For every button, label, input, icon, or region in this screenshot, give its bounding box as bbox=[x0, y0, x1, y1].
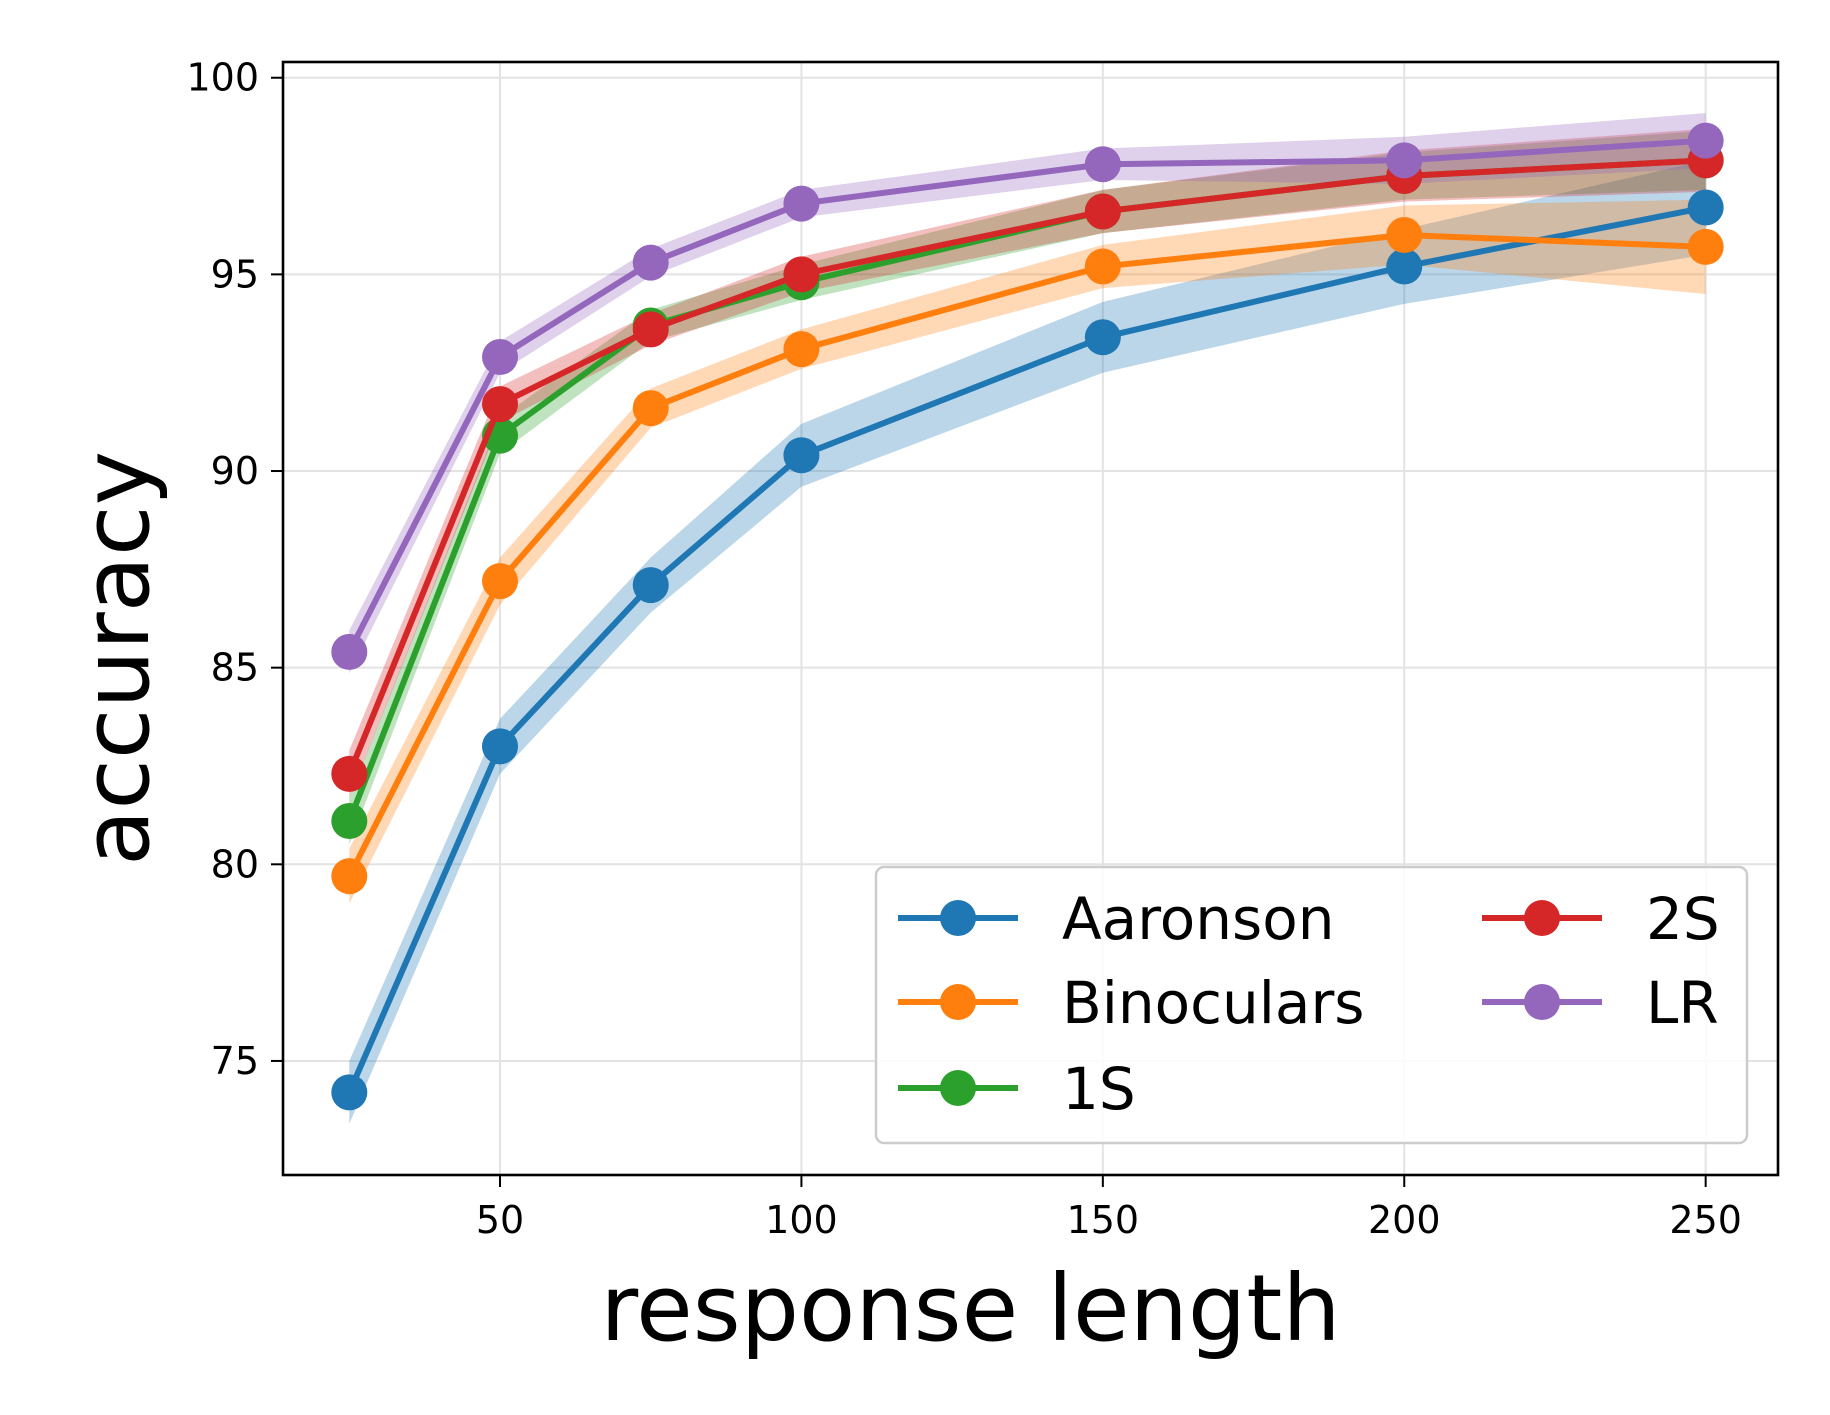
data-point-lr bbox=[1687, 122, 1724, 159]
legend-label-2s: 2S bbox=[1646, 885, 1720, 953]
legend-label-binoculars: Binoculars bbox=[1062, 969, 1365, 1037]
legend-marker-binoculars bbox=[940, 984, 976, 1020]
data-point-lr bbox=[632, 244, 669, 281]
legend-box bbox=[874, 865, 1749, 1145]
band-aaronson bbox=[349, 160, 1706, 1124]
legend-marker-1s bbox=[940, 1070, 976, 1106]
data-point-lr bbox=[1386, 142, 1423, 179]
tick-layer: 50 100 150 200 250 75 80 85 90 95 100 bbox=[186, 56, 1741, 1242]
data-point-aaronson bbox=[632, 567, 669, 604]
band-2s bbox=[349, 128, 1706, 798]
y-tick-label: 90 bbox=[211, 449, 259, 493]
data-point-1s bbox=[331, 803, 368, 840]
y-tick-label: 75 bbox=[211, 1039, 259, 1083]
plot-frame bbox=[281, 60, 1780, 1177]
x-tick-label: 150 bbox=[1067, 1198, 1140, 1242]
x-axis-title: response length bbox=[600, 1255, 1340, 1362]
band-binoculars bbox=[349, 199, 1706, 904]
y-axis-title: accuracy bbox=[63, 451, 170, 866]
series-line-layer bbox=[331, 122, 1724, 1111]
legend-marker-aaronson bbox=[940, 900, 976, 936]
legend-label-aaronson: Aaronson bbox=[1062, 885, 1335, 953]
x-tick-label: 200 bbox=[1368, 1198, 1441, 1242]
data-point-lr bbox=[331, 633, 368, 670]
data-point-binoculars bbox=[1687, 228, 1724, 265]
confidence-band-layer bbox=[349, 113, 1706, 1124]
data-point-aaronson bbox=[1386, 248, 1423, 285]
data-point-lr bbox=[482, 338, 519, 375]
data-point-aaronson bbox=[482, 728, 519, 765]
legend-marker-lr bbox=[1524, 984, 1560, 1020]
x-tick-label: 50 bbox=[476, 1198, 524, 1242]
x-tick-label: 250 bbox=[1669, 1198, 1742, 1242]
band-lr bbox=[349, 113, 1706, 674]
y-tick-label: 95 bbox=[211, 252, 259, 296]
y-tick-label: 80 bbox=[211, 842, 259, 886]
data-point-binoculars bbox=[1386, 217, 1423, 254]
y-tick-label: 85 bbox=[211, 646, 259, 690]
data-point-2s bbox=[331, 755, 368, 792]
data-point-binoculars bbox=[1084, 248, 1121, 285]
data-point-lr bbox=[783, 185, 820, 222]
data-point-2s bbox=[783, 256, 820, 293]
legend: Aaronson Binoculars 1S 2S LR bbox=[874, 865, 1749, 1145]
band-1s bbox=[349, 130, 1706, 845]
legend-marker-2s bbox=[1524, 900, 1560, 936]
data-point-lr bbox=[1084, 146, 1121, 183]
data-point-binoculars bbox=[331, 858, 368, 895]
data-point-2s bbox=[632, 311, 669, 348]
data-point-binoculars bbox=[783, 331, 820, 368]
data-point-2s bbox=[1084, 193, 1121, 230]
data-point-binoculars bbox=[482, 563, 519, 600]
x-tick-label: 100 bbox=[765, 1198, 838, 1242]
data-point-aaronson bbox=[1084, 319, 1121, 356]
legend-label-1s: 1S bbox=[1062, 1055, 1136, 1123]
y-tick-label: 100 bbox=[186, 56, 259, 100]
data-point-2s bbox=[482, 386, 519, 423]
data-point-binoculars bbox=[632, 390, 669, 427]
data-point-aaronson bbox=[783, 437, 820, 474]
legend-label-lr: LR bbox=[1646, 969, 1719, 1037]
data-point-aaronson bbox=[1687, 189, 1724, 226]
data-point-aaronson bbox=[331, 1074, 368, 1111]
